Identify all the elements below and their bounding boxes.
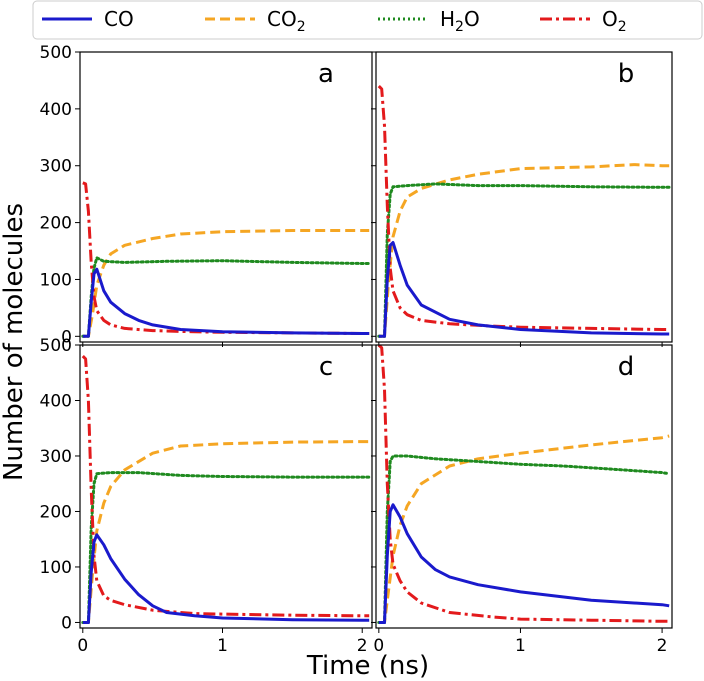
ytick-label: 400 [40, 100, 72, 120]
series-co2-a [82, 229, 370, 338]
ytick-label: 100 [40, 558, 72, 578]
legend: CO CO2 H2O O2 [32, 0, 703, 40]
series-o2-d [377, 345, 670, 623]
legend-label-co2: CO2 [267, 7, 306, 35]
ytick-label: 500 [40, 43, 72, 63]
series-o2-b [377, 85, 670, 331]
series-co-d [378, 503, 670, 624]
xtick-label: 1 [515, 636, 526, 656]
ytick-label: 400 [40, 391, 72, 411]
panel-frame-a [79, 51, 373, 343]
xtick-label: 2 [357, 636, 368, 656]
xtick-label: 0 [373, 636, 384, 656]
panel-frame-d [375, 344, 673, 629]
x-axis-label: Time (ns) [306, 651, 429, 681]
series-co2-c [82, 440, 370, 624]
series-h2o-c [81, 471, 371, 624]
series-h2o-d [377, 454, 671, 624]
ytick-label: 0 [61, 327, 72, 347]
series-h2o-b [377, 182, 671, 338]
panel-label-b: b [618, 59, 635, 89]
series-co-c [82, 533, 370, 624]
legend-label-h2o: H2O [440, 7, 480, 35]
panel-frame-b [375, 51, 673, 343]
series-co2-d [378, 434, 670, 624]
series-h2o-a [81, 256, 371, 338]
xtick-label: 0 [77, 636, 88, 656]
series-co2-b [378, 163, 670, 338]
panel-label-d: d [618, 352, 635, 382]
panel-c: 0 100 200 300 400 500 0 1 2 c [40, 336, 373, 656]
y-axis-label: Number of molecules [0, 203, 29, 481]
ytick-label: 200 [40, 214, 72, 234]
ytick-label: 100 [40, 270, 72, 290]
ytick-label: 300 [40, 447, 72, 467]
legend-label-o2: O2 [602, 7, 627, 35]
panel-b: b [371, 51, 673, 347]
panel-d: 0 1 2 d [371, 344, 673, 656]
series-o2-c [81, 355, 370, 618]
ytick-label: 300 [40, 157, 72, 177]
legend-label-co: CO [104, 7, 134, 31]
xtick-label: 2 [657, 636, 668, 656]
xtick-label: 1 [217, 636, 228, 656]
series-o2-a [82, 181, 370, 335]
panel-frame-c [79, 344, 373, 629]
panel-a: 0 100 200 300 400 500 a [40, 43, 373, 347]
ytick-label: 0 [61, 613, 72, 633]
panel-label-a: a [318, 59, 334, 89]
series-co-b [378, 241, 670, 338]
panel-label-c: c [319, 352, 333, 382]
series-co-a [82, 267, 370, 338]
legend-frame [32, 0, 703, 40]
ytick-label: 200 [40, 502, 72, 522]
ytick-label: 500 [40, 336, 72, 356]
